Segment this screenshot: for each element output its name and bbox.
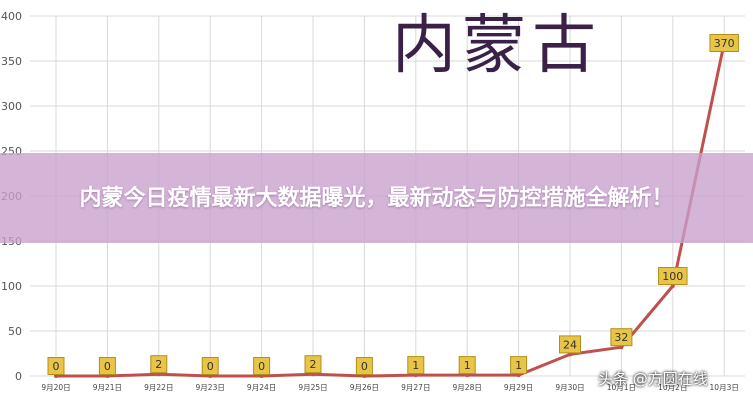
y-tick-label: 400 — [1, 10, 22, 23]
data-label: 100 — [662, 270, 683, 283]
y-tick-label: 100 — [1, 280, 22, 293]
data-label-box — [253, 357, 271, 375]
y-tick-label: 350 — [1, 55, 22, 68]
data-label-box — [304, 355, 322, 374]
x-tick-label: 9月21日 — [93, 383, 122, 392]
data-label-box — [201, 357, 219, 375]
x-tick-label: 9月22日 — [144, 383, 173, 392]
data-label: 0 — [53, 360, 60, 373]
data-label-box — [458, 356, 476, 375]
x-tick-label: 9月25日 — [298, 383, 327, 392]
x-tick-label: 9月24日 — [247, 383, 276, 392]
x-tick-label: 9月23日 — [196, 383, 225, 392]
data-label-box — [150, 355, 168, 374]
data-label-box — [47, 357, 65, 375]
data-label: 24 — [563, 338, 577, 351]
data-label: 0 — [207, 360, 214, 373]
x-tick-label: 10月3日 — [710, 383, 739, 392]
data-label-box — [559, 335, 581, 354]
data-label: 0 — [258, 360, 265, 373]
data-label: 1 — [515, 359, 522, 372]
data-label-box — [709, 34, 739, 52]
data-label: 2 — [155, 358, 162, 371]
chart-title: 内蒙古 — [392, 9, 602, 83]
data-label-box — [355, 357, 373, 375]
x-tick-label: 10月2日 — [658, 383, 687, 392]
x-tick-label: 9月30日 — [555, 383, 584, 392]
series-line — [54, 41, 726, 378]
x-tick-label: 10月1日 — [607, 383, 636, 392]
y-tick-label: 0 — [15, 370, 22, 383]
data-label-box — [610, 328, 633, 347]
data-label: 0 — [361, 360, 368, 373]
x-tick-label: 9月20日 — [41, 383, 70, 392]
headline-banner: 内蒙今日疫情最新大数据曝光，最新动态与防控措施全解析！ — [0, 153, 753, 243]
data-label: 2 — [310, 358, 317, 371]
data-label: 1 — [464, 359, 471, 372]
data-label: 370 — [714, 37, 735, 50]
y-tick-label: 300 — [1, 100, 22, 113]
data-label-box — [407, 356, 425, 375]
x-tick-label: 9月29日 — [504, 383, 533, 392]
watermark: 头条 @方圆在线 — [598, 370, 708, 388]
data-label: 32 — [614, 331, 628, 344]
y-tick-label: 50 — [8, 325, 22, 338]
data-label-box — [658, 267, 688, 285]
data-label-box — [510, 356, 528, 375]
data-label-box — [98, 357, 116, 375]
data-label: 0 — [104, 360, 111, 373]
x-tick-label: 9月26日 — [350, 383, 379, 392]
x-tick-label: 9月27日 — [401, 383, 430, 392]
data-label: 1 — [412, 359, 419, 372]
headline-text: 内蒙今日疫情最新大数据曝光，最新动态与防控措施全解析！ — [79, 185, 674, 211]
x-tick-label: 9月28日 — [453, 383, 482, 392]
